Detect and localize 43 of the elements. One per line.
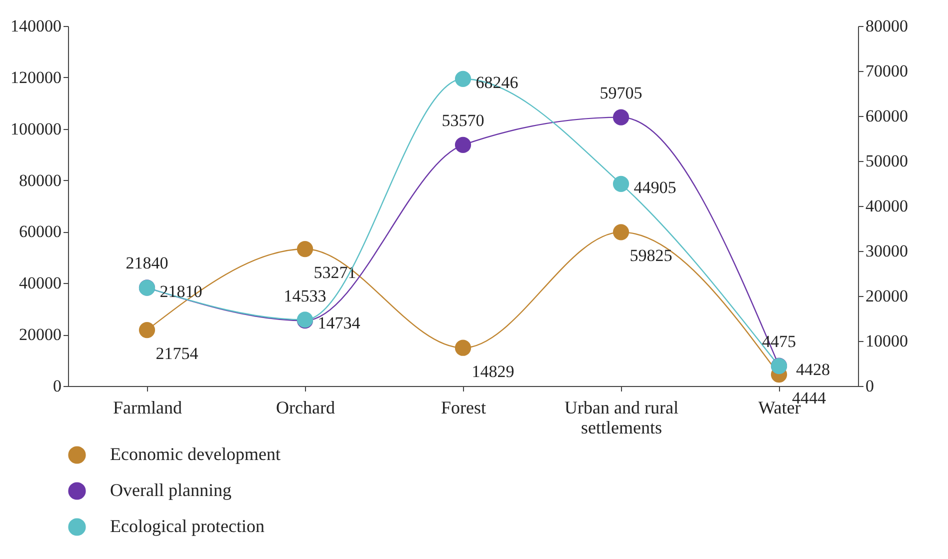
data-label: 4428: [796, 360, 830, 380]
y2-tick-label: 70000: [866, 62, 908, 80]
y2-tick-label: 80000: [866, 16, 908, 36]
y-tick-label: 60000: [19, 222, 62, 242]
point: [612, 224, 630, 240]
data-label: 14734: [318, 314, 361, 333]
data-label: 21840: [126, 254, 168, 273]
y-tick-label: 80000: [19, 170, 62, 190]
point: [296, 240, 314, 258]
point: [454, 70, 472, 87]
y2-tick-label: 30000: [866, 242, 908, 260]
legend-label: Ecological protection: [110, 516, 264, 536]
data-label: 44905: [634, 178, 676, 197]
data-label: 59825: [630, 246, 672, 266]
y2-tick-label: 40000: [866, 196, 908, 216]
data-label: 14829: [472, 362, 514, 381]
data-label: 21754: [156, 344, 199, 364]
point: [612, 109, 630, 126]
point: [454, 340, 472, 356]
data-label: 53570: [442, 110, 484, 130]
x-tick-label: Orchard: [276, 398, 335, 418]
x-tick-label: Forest: [441, 398, 486, 418]
y-tick-label: 120000: [10, 68, 62, 87]
x-tick-label: Urban and rural settlements: [564, 398, 678, 438]
y-tick-label: 0: [53, 376, 62, 396]
legend-label: Economic development: [110, 444, 280, 464]
y-tick-label: 140000: [10, 16, 62, 36]
y2-tick-label: 50000: [866, 152, 908, 170]
y2-tick-label: 10000: [866, 332, 908, 350]
y2-tick-label: 60000: [866, 106, 908, 126]
x-tick-label: Farmland: [113, 398, 182, 418]
y-tick-label: 100000: [10, 119, 62, 138]
data-label: 68246: [476, 72, 518, 92]
y2-tick-label: 0: [866, 376, 874, 396]
y-tick-label: 40000: [19, 274, 62, 293]
legend-label: Overall planning: [110, 480, 232, 500]
point: [612, 176, 630, 192]
data-label: 14533: [284, 286, 326, 306]
y2-tick-label: 20000: [866, 286, 908, 306]
point: [454, 136, 472, 153]
point: [138, 322, 156, 338]
data-label: 59705: [600, 83, 642, 102]
y-tick-label: 20000: [19, 325, 62, 344]
